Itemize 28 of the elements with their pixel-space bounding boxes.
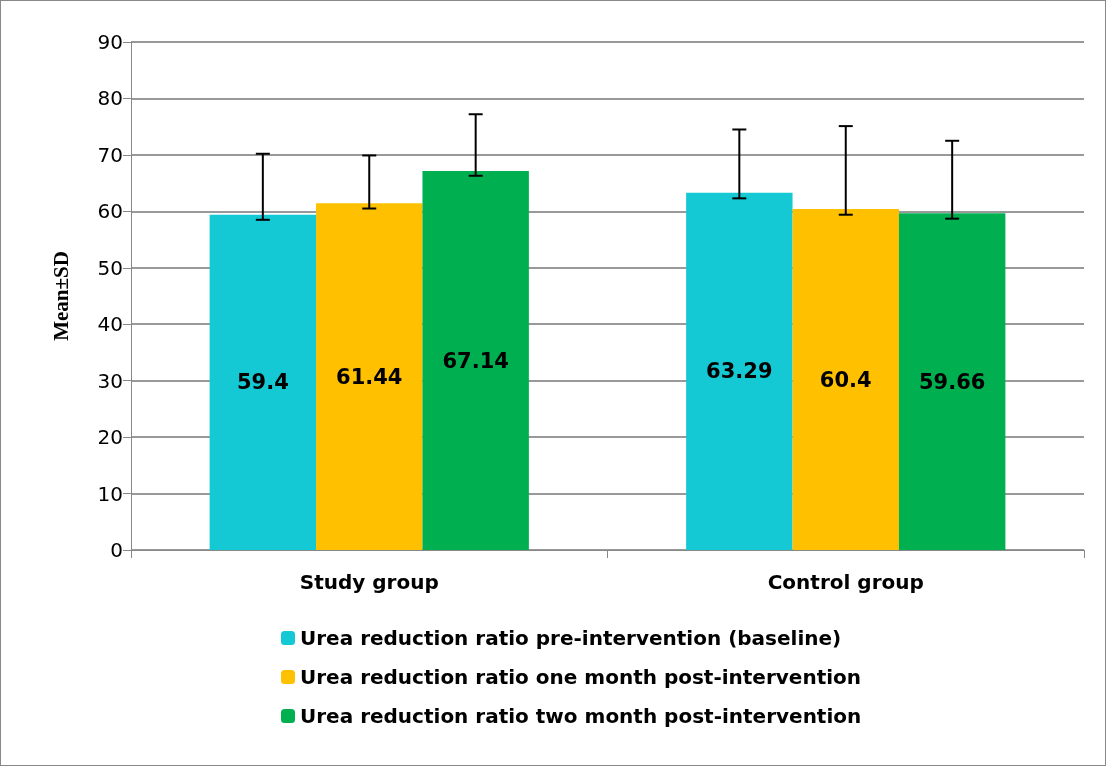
data-label: 60.4 [819, 367, 872, 392]
y-tick-label: 0 [110, 538, 123, 562]
data-label: 59.66 [918, 369, 986, 394]
y-tick-label: 50 [97, 255, 123, 280]
data-label: 63.29 [706, 359, 773, 384]
y-tick-label: 90 [97, 30, 123, 54]
x-tick-label: Control group [767, 570, 924, 594]
y-tick-label: 40 [97, 312, 123, 337]
y-axis-title: Mean±SD [48, 251, 73, 341]
y-tick-label: 30 [97, 368, 123, 393]
y-tick-label: 60 [97, 199, 123, 224]
bar [792, 209, 899, 550]
bar [209, 214, 317, 550]
data-label: 61.44 [336, 364, 403, 389]
bar [686, 192, 793, 550]
data-label: 59.4 [236, 370, 289, 395]
legend-label: Urea reduction ratio two month post-intervention [300, 704, 862, 728]
bar [422, 171, 529, 550]
bar [316, 203, 423, 550]
bar [898, 213, 1006, 550]
legend-label: Urea reduction ratio one month post-intervention [300, 665, 862, 689]
data-label: 67.14 [442, 348, 509, 373]
legend-label: Urea reduction ratio pre-intervention (baseline) [300, 626, 842, 650]
x-tick-label: Study group [299, 570, 439, 594]
y-tick-label: 70 [97, 142, 123, 167]
y-tick-label: 10 [97, 481, 123, 506]
y-tick-label: 80 [97, 86, 123, 111]
y-tick-label: 20 [97, 425, 123, 450]
